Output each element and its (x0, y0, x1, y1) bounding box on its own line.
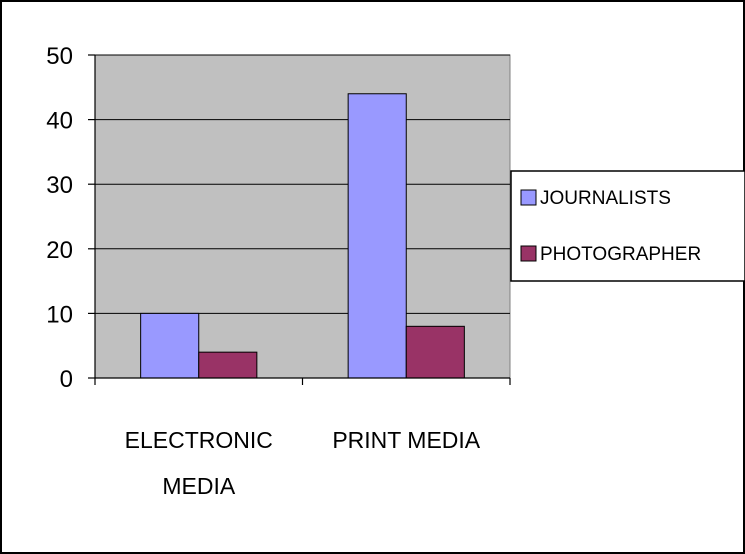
x-tick-label: PRINT MEDIA (332, 427, 480, 453)
bar (405, 325, 465, 379)
y-tick-label: 0 (60, 366, 73, 393)
y-tick-label: 40 (46, 108, 73, 135)
bars (140, 93, 465, 379)
bar (140, 312, 200, 379)
bar (347, 93, 407, 379)
y-tick-label: 10 (46, 301, 73, 328)
x-tick-label: MEDIA (162, 473, 236, 499)
legend: JOURNALISTS PHOTOGRAPHER (510, 170, 745, 282)
legend-label: JOURNALISTS (540, 188, 671, 209)
legend-swatch (520, 189, 537, 206)
axes (94, 55, 511, 385)
bar (198, 351, 258, 379)
y-tick-label: 50 (46, 43, 73, 70)
legend-label: PHOTOGRAPHER (540, 244, 701, 265)
legend-swatch (520, 245, 537, 262)
y-tick-label: 30 (46, 172, 73, 199)
x-tick-label: ELECTRONIC (125, 427, 273, 453)
legend-box (510, 170, 745, 282)
x-axis-labels: ELECTRONIC MEDIA PRINT MEDIA (125, 427, 481, 499)
y-tick-label: 20 (46, 237, 73, 264)
y-axis-ticks: 0 10 20 30 40 50 (46, 43, 95, 393)
